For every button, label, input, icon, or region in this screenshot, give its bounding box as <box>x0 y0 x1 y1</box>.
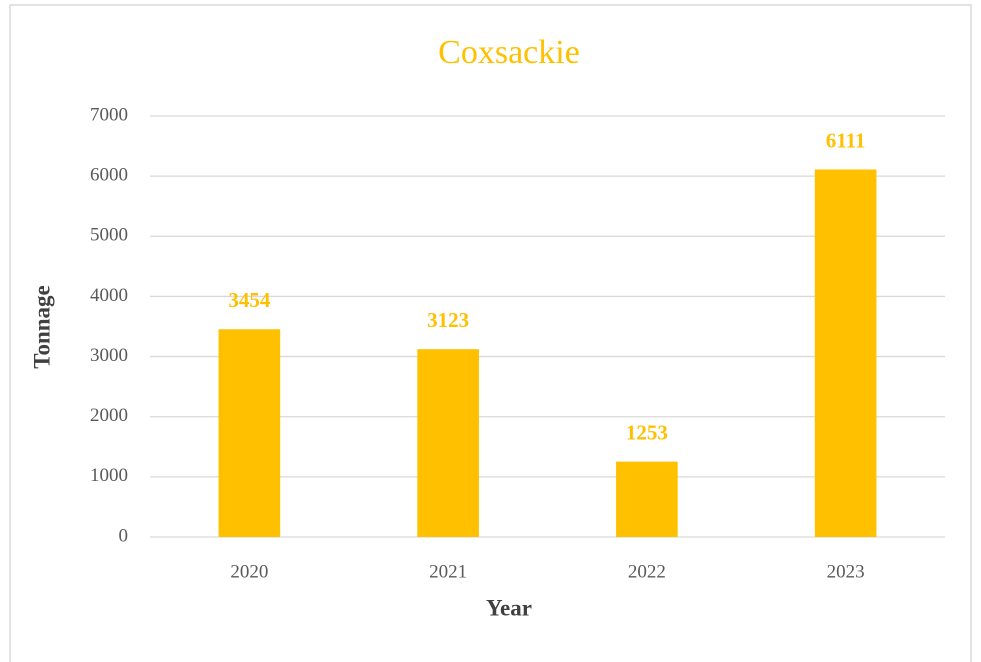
data-label: 3123 <box>427 308 469 332</box>
y-tick-label: 7000 <box>90 104 128 125</box>
y-tick-label: 6000 <box>90 165 128 186</box>
y-tick-label: 3000 <box>90 345 128 366</box>
bar <box>616 461 678 537</box>
bar <box>218 329 281 537</box>
y-axis-label: Tonnage <box>29 285 54 369</box>
data-label: 6111 <box>826 128 866 152</box>
y-tick-label: 2000 <box>90 405 128 426</box>
chart-title: Coxsackie <box>438 34 580 71</box>
y-tick-label: 5000 <box>90 225 128 246</box>
bar <box>417 349 479 537</box>
x-axis-label: Year <box>486 595 532 620</box>
chart-border <box>9 4 972 662</box>
y-tick-label: 0 <box>119 525 129 546</box>
x-tick-label: 2023 <box>827 561 865 582</box>
data-label: 1253 <box>626 420 668 444</box>
data-label: 3454 <box>228 288 271 312</box>
x-tick-label: 2022 <box>628 561 666 582</box>
y-tick-label: 4000 <box>90 285 128 306</box>
x-tick-label: 2020 <box>230 561 268 582</box>
y-tick-label: 1000 <box>90 465 128 486</box>
x-tick-label: 2021 <box>429 561 467 582</box>
bar <box>814 169 877 538</box>
